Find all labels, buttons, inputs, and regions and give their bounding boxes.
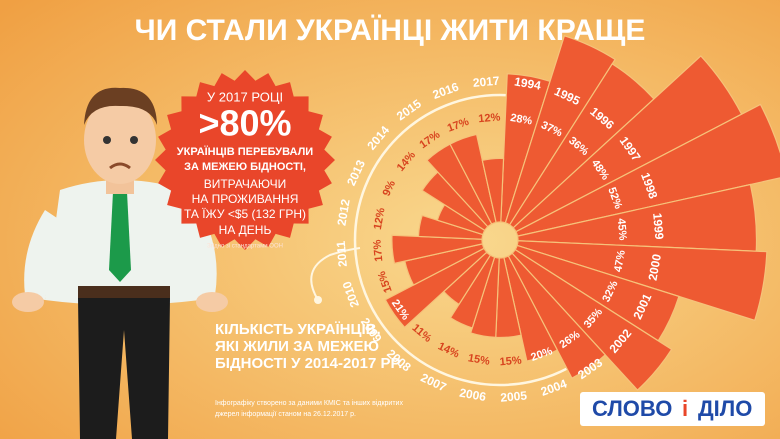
- value-label: 28%: [509, 112, 533, 128]
- source-line: джерел інформації станом на 26.12.2017 р…: [215, 410, 356, 418]
- value-label: 15%: [467, 352, 491, 368]
- wedge: [507, 252, 607, 380]
- source-line: Інфографіку створено за даними КМІС та і…: [215, 399, 403, 407]
- wedge: [469, 256, 500, 339]
- connector: [310, 247, 361, 301]
- caption-line: ЯКІ ЖИЛИ ЗА МЕЖЕЮ: [215, 338, 379, 355]
- wedge: [516, 240, 768, 322]
- wedge: [384, 247, 488, 329]
- year-label: 2017: [472, 74, 500, 90]
- year-label: 2006: [458, 386, 487, 404]
- connector-dot: [314, 296, 322, 304]
- callout-line: ВИТРАЧАЮЧИ: [204, 177, 287, 191]
- callout-line: ЗА МЕЖЕЮ БІДНОСТІ,: [184, 161, 306, 173]
- logo-conj: і: [682, 396, 688, 421]
- year-label: 1994: [513, 74, 542, 92]
- value-label: 12%: [478, 111, 501, 125]
- value-label: 45%: [615, 218, 629, 241]
- callout-line: >80%: [198, 103, 291, 144]
- callout-line: НА ДЕНЬ: [219, 223, 272, 237]
- value-label: 17%: [371, 239, 385, 262]
- year-label: 2000: [646, 253, 664, 282]
- callout-line: НА ПРОЖИВАННЯ: [192, 192, 299, 206]
- callout-line: ТА ЇЖУ <$5 (132 ГРН): [184, 207, 306, 221]
- wedge: [449, 133, 497, 225]
- source-note: Інфографіку створено за даними КМІС та і…: [215, 399, 403, 418]
- caption-line: БІДНОСТІ У 2014-2017 РР.: [215, 355, 402, 372]
- year-label: 2012: [334, 198, 352, 227]
- callout-line: У 2017 РОЦІ: [207, 89, 283, 104]
- caption-line: КІЛЬКІСТЬ УКРАЇНЦІВ,: [215, 321, 381, 338]
- logo-word: СЛОВО: [592, 396, 672, 421]
- title: ЧИ СТАЛИ УКРАЇНЦІ ЖИТИ КРАЩЕ: [135, 14, 646, 47]
- wedge: [391, 234, 484, 265]
- callout-line: УКРАЇНЦІВ ПЕРЕБУВАЛИ: [177, 145, 314, 158]
- value-label: 15%: [499, 354, 522, 368]
- caption: КІЛЬКІСТЬ УКРАЇНЦІВ,ЯКІ ЖИЛИ ЗА МЕЖЕЮБІД…: [215, 321, 402, 372]
- logo-box: [580, 392, 765, 426]
- wedge: [449, 254, 496, 329]
- callout-note: Згідно зі стандартами ООН: [207, 244, 283, 250]
- year-label: 2011: [334, 240, 350, 267]
- wedge: [504, 35, 616, 226]
- year-label: 1999: [650, 212, 666, 240]
- value-label: 12%: [372, 207, 388, 231]
- logo-word: ДІЛО: [698, 396, 752, 421]
- wedge: [503, 255, 559, 362]
- callout-badge: [155, 70, 335, 250]
- man-illustration: [12, 87, 228, 439]
- wedge: [511, 248, 673, 391]
- wedge: [417, 214, 484, 240]
- callout: У 2017 РОЦІ>80%УКРАЇНЦІВ ПЕРЕБУВАЛИ ЗА МЕ…: [177, 89, 314, 249]
- year-label: 2005: [500, 388, 528, 404]
- wedge: [515, 103, 780, 237]
- wedge: [481, 157, 505, 224]
- value-label: 47%: [612, 249, 628, 273]
